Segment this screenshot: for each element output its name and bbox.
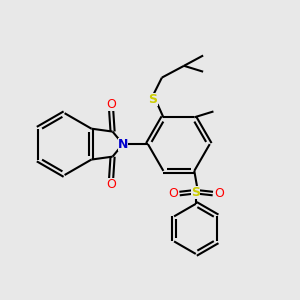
Text: N: N bbox=[118, 138, 128, 151]
Text: O: O bbox=[169, 187, 178, 200]
Text: O: O bbox=[106, 98, 116, 111]
Text: S: S bbox=[148, 93, 158, 106]
Text: O: O bbox=[214, 187, 224, 200]
Text: S: S bbox=[191, 186, 200, 199]
Text: O: O bbox=[106, 178, 116, 190]
